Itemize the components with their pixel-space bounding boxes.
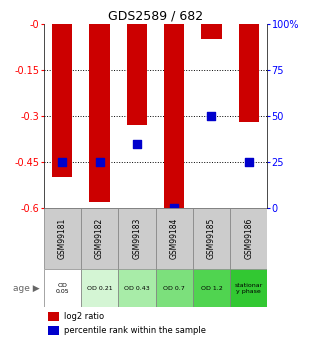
Text: percentile rank within the sample: percentile rank within the sample [64,326,206,335]
Text: GSM99185: GSM99185 [207,218,216,259]
Bar [156,269,193,307]
Text: GSM99181: GSM99181 [58,218,67,259]
Bar [89,24,110,202]
Bar [81,269,118,307]
Text: OD 0.43: OD 0.43 [124,286,150,291]
Bar [118,269,156,307]
Bar [127,24,147,125]
Text: GSM99182: GSM99182 [95,218,104,259]
Bar [239,24,259,122]
Bar [193,208,230,269]
Bar [44,208,81,269]
Bar [48,312,59,321]
Point [246,159,251,165]
Bar [230,269,267,307]
Bar [44,269,81,307]
Text: OD
0.05: OD 0.05 [55,283,69,294]
Text: stationar
y phase: stationar y phase [235,283,263,294]
Text: OD 0.21: OD 0.21 [87,286,112,291]
Text: age ▶: age ▶ [13,284,40,293]
Text: OD 1.2: OD 1.2 [201,286,222,291]
Bar [52,24,72,177]
Point [134,141,139,146]
Point [60,159,65,165]
Point [97,159,102,165]
Point [209,113,214,119]
Text: GSM99186: GSM99186 [244,218,253,259]
Title: GDS2589 / 682: GDS2589 / 682 [108,10,203,23]
Bar [164,24,184,208]
Text: OD 0.7: OD 0.7 [163,286,185,291]
Bar [230,208,267,269]
Bar [193,269,230,307]
Bar [48,326,59,335]
Bar [81,208,118,269]
Bar [156,208,193,269]
Text: GSM99184: GSM99184 [170,218,179,259]
Text: GSM99183: GSM99183 [132,218,141,259]
Point [172,205,177,211]
Bar [201,24,222,39]
Bar [118,208,156,269]
Text: log2 ratio: log2 ratio [64,312,104,321]
